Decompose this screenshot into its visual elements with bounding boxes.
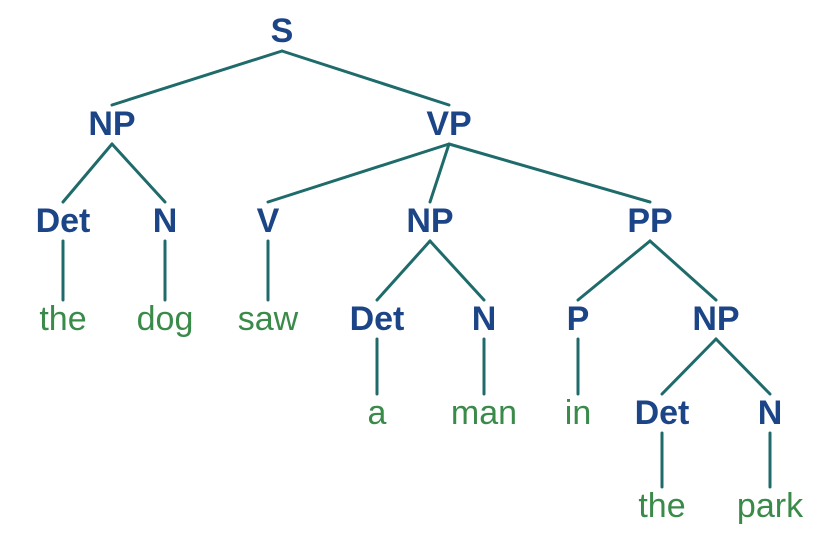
edge-np3-det3 (660, 337, 718, 396)
edge-s-np1 (110, 49, 284, 107)
tree-edges (61, 49, 772, 489)
edge-pp-p (576, 239, 652, 302)
edge-np1-det1 (61, 142, 114, 204)
category-node-s: S (271, 12, 294, 50)
word-node-w_park: park (737, 487, 804, 525)
category-node-n3: N (758, 394, 783, 432)
edge-vp-np2 (428, 142, 451, 204)
word-node-w_a: a (368, 394, 387, 432)
category-node-det3: Det (635, 394, 690, 432)
edge-vp-pp (447, 142, 652, 204)
category-node-vp: VP (426, 105, 471, 143)
word-node-w_man: man (451, 394, 517, 432)
category-node-det2: Det (350, 300, 405, 338)
word-node-w_saw: saw (238, 300, 299, 338)
category-node-np2: NP (406, 202, 453, 240)
edge-pp-np3 (648, 239, 718, 302)
category-node-det1: Det (36, 202, 91, 240)
edge-vp-v (266, 142, 451, 204)
edge-np2-det2 (375, 239, 432, 302)
edge-s-vp (280, 49, 451, 107)
category-node-np3: NP (692, 300, 739, 338)
category-node-v: V (257, 202, 280, 240)
word-node-w_the1: the (39, 300, 86, 338)
word-node-w_the2: the (638, 487, 685, 525)
category-node-np1: NP (88, 105, 135, 143)
edge-np1-n1 (110, 142, 167, 204)
edge-np3-n3 (714, 337, 772, 396)
word-node-w_in: in (565, 394, 591, 432)
edge-np2-n2 (428, 239, 486, 302)
category-node-n2: N (472, 300, 497, 338)
category-node-p: P (567, 300, 590, 338)
category-node-n1: N (153, 202, 178, 240)
category-node-pp: PP (627, 202, 672, 240)
word-node-w_dog: dog (137, 300, 194, 338)
